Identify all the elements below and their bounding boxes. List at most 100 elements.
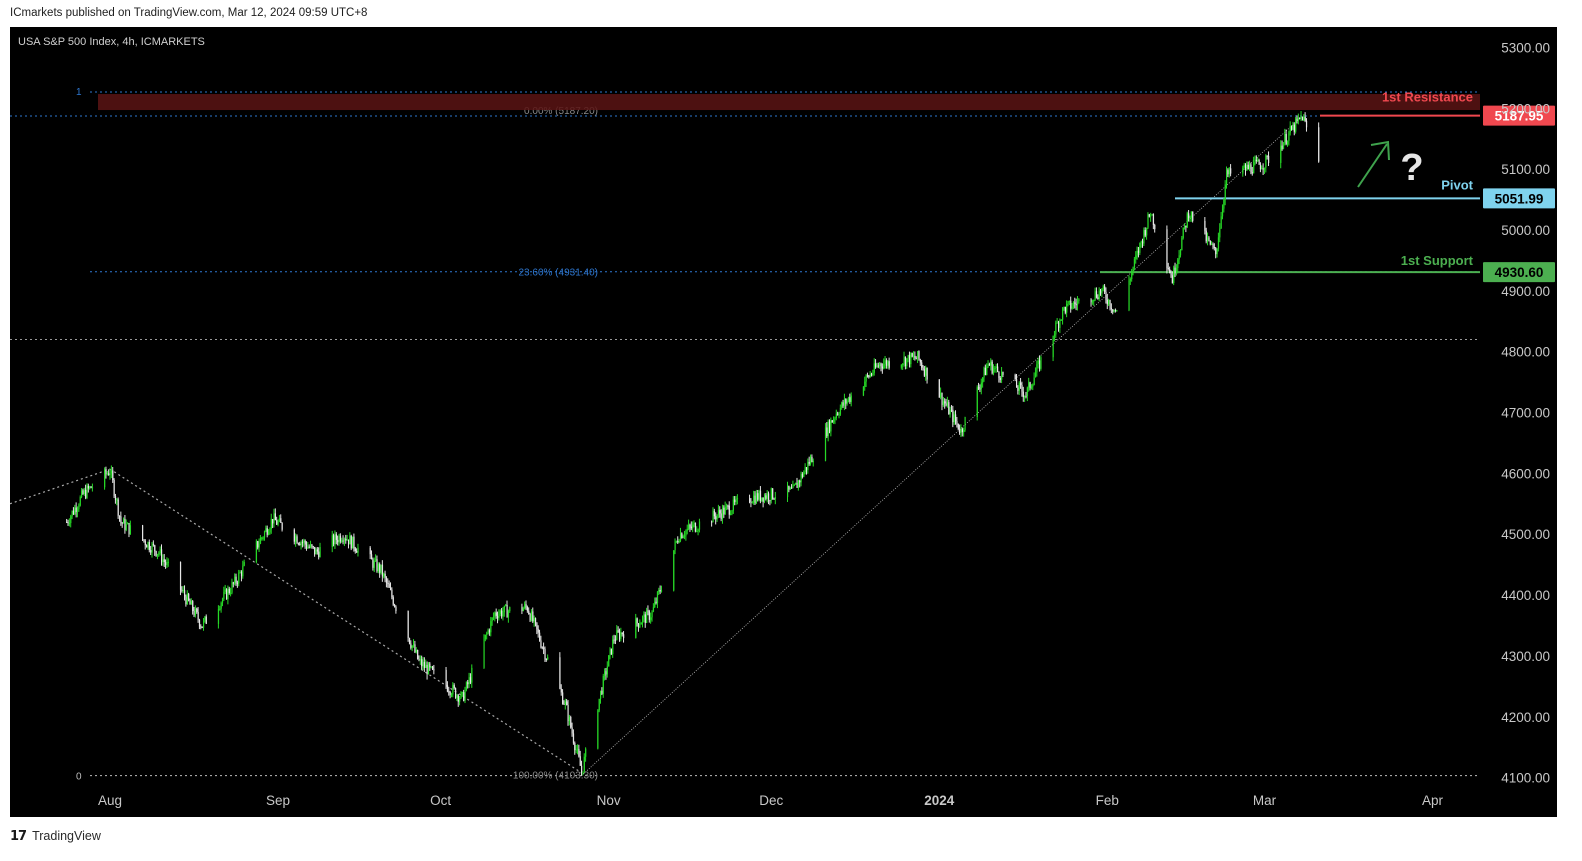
candle-body (263, 531, 266, 538)
fib-edge-label-1: 1 (76, 87, 82, 98)
candle-body (797, 480, 800, 488)
y-tick-label: 4700.00 (1501, 406, 1550, 421)
candle-body (448, 691, 450, 693)
candle-body (957, 423, 959, 430)
candle-body (1261, 168, 1263, 170)
candle-body (865, 375, 867, 382)
candle-body (1259, 164, 1262, 170)
candle-body (1108, 299, 1110, 305)
candle-body (1177, 259, 1179, 269)
candle-body (1067, 301, 1069, 304)
candle-body (692, 524, 694, 529)
candle-body (789, 487, 791, 490)
candle-body (787, 485, 789, 498)
candle-body (123, 518, 125, 524)
candle-body (1139, 242, 1141, 253)
candle-body (1101, 288, 1103, 294)
candle-body (839, 407, 842, 415)
candle-body (1226, 170, 1228, 185)
candle-body (841, 402, 843, 408)
candle-body (950, 409, 953, 411)
candle-body (711, 521, 713, 523)
candle-body (387, 582, 389, 584)
candle-body (1116, 310, 1118, 312)
candle-body (76, 508, 79, 513)
candle-body (1182, 227, 1184, 239)
candle-body (941, 392, 943, 405)
candle-body (410, 643, 412, 648)
candle-body (726, 505, 728, 507)
candle-body (296, 536, 298, 544)
candle-body (793, 484, 795, 486)
price-chart[interactable]: USA S&P 500 Index, 4h, ICMARKETS 100.00%… (10, 27, 1557, 817)
candle-body (200, 626, 202, 628)
candle-body (788, 485, 790, 490)
candle-body (156, 553, 159, 556)
candle-body (1106, 299, 1108, 305)
candle-body (1028, 382, 1030, 388)
candle-body (1015, 378, 1018, 388)
candle-body (182, 590, 184, 592)
candle-body (1104, 286, 1106, 292)
candle-body (350, 535, 352, 549)
candle-body (990, 361, 992, 366)
candle-body (679, 533, 682, 541)
chart-panel[interactable]: USA S&P 500 Index, 4h, ICMARKETS 1 0 0.00%… (10, 27, 1557, 817)
candle-body (1282, 142, 1285, 150)
candle-body (163, 559, 165, 563)
candle-body (774, 497, 777, 499)
candle-body (318, 551, 320, 558)
candle-body (978, 387, 980, 389)
candle-body (86, 485, 88, 498)
candle-body (71, 510, 73, 517)
candle-body (339, 535, 342, 542)
candle-body (652, 607, 655, 612)
candle-body (167, 561, 169, 563)
candle-body (189, 600, 191, 605)
candle-body (380, 564, 382, 573)
candle-body (334, 534, 336, 545)
candle-body (433, 669, 435, 671)
tradingview-brand-text: TradingView (32, 829, 101, 843)
candle-body (986, 366, 988, 376)
level-price-tag (1483, 105, 1555, 126)
candle-body (498, 613, 500, 619)
candle-body (1186, 213, 1188, 228)
candle-body (723, 507, 725, 515)
candle-body (124, 518, 126, 530)
candle-body (1025, 395, 1027, 397)
candle-body (507, 611, 510, 618)
candle-body (682, 536, 684, 539)
candle-body (1190, 211, 1192, 218)
candle-body (75, 507, 77, 513)
candle-body (608, 655, 610, 667)
candle-body (1052, 335, 1054, 358)
candle-body (394, 604, 396, 607)
candle-body (655, 601, 657, 604)
candle-body (824, 427, 827, 461)
candle-body (1110, 307, 1113, 310)
candle-body (1284, 133, 1286, 143)
candle-body (1192, 211, 1194, 221)
candle-body (1018, 382, 1020, 391)
candle-body (713, 510, 716, 517)
candle-body (911, 353, 913, 357)
candle-body (1037, 360, 1039, 365)
level-price-tag (1483, 262, 1555, 283)
candle-body (1292, 124, 1294, 130)
candle-body (881, 366, 884, 369)
candle-body (1014, 374, 1016, 379)
candle-body (1113, 309, 1115, 312)
candle-body (201, 626, 203, 628)
candle-body (1068, 300, 1071, 302)
candle-body (1136, 250, 1138, 256)
candle-body (694, 522, 697, 532)
candle-body (1026, 387, 1029, 396)
candle-body (1257, 160, 1259, 162)
candle-body (1064, 307, 1066, 313)
question-mark-annotation: ? (1400, 147, 1423, 189)
candle-body (369, 547, 371, 555)
candle-body (623, 634, 625, 639)
candle-body (463, 692, 465, 701)
candle-body (407, 611, 409, 639)
